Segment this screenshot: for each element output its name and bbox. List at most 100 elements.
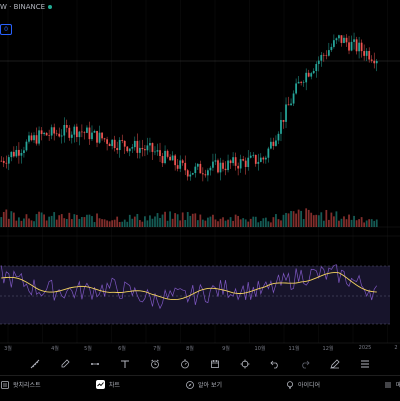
candle-body <box>65 124 68 128</box>
volume-bar <box>340 218 343 227</box>
candle-body <box>38 130 40 144</box>
volume-bar <box>312 215 315 227</box>
candle-body <box>262 157 265 160</box>
volume-bar <box>191 213 194 227</box>
candle-body <box>365 51 368 56</box>
candle-body <box>307 72 310 77</box>
volume-bar <box>325 209 328 227</box>
timer-icon[interactable] <box>178 357 192 371</box>
volume-bar <box>259 220 262 227</box>
volume-bar <box>176 214 179 227</box>
candle-body <box>7 157 10 164</box>
candle-body <box>171 155 174 161</box>
chart-area[interactable]: W · BINANCE 0 <box>0 0 400 345</box>
volume-bar <box>48 216 51 227</box>
candle-body <box>348 42 350 51</box>
volume-bar <box>18 217 20 227</box>
candle-body <box>229 160 232 164</box>
candle-body <box>116 148 119 151</box>
redo-icon[interactable] <box>298 357 312 371</box>
x-tick-label: 4월 <box>51 346 59 352</box>
nav-chart-label: 차트 <box>109 382 121 389</box>
nav-ideas[interactable]: 아이디어 <box>285 380 320 389</box>
volume-bar <box>348 214 350 227</box>
candle-body <box>196 163 199 167</box>
price-chart-canvas[interactable] <box>0 0 400 345</box>
volume-bar <box>287 213 290 227</box>
volume-bar <box>333 216 335 227</box>
indicator-badge[interactable]: 0 <box>0 24 12 35</box>
text-icon[interactable] <box>118 357 132 371</box>
volume-bar <box>317 215 320 227</box>
candle-body <box>320 54 323 61</box>
candle-body <box>201 173 204 175</box>
ruler-icon[interactable] <box>28 357 42 371</box>
candle-body <box>60 135 63 137</box>
symbol-title[interactable]: W · BINANCE <box>0 3 53 11</box>
candle-body <box>287 104 290 106</box>
candle-body <box>247 157 250 167</box>
undo-icon[interactable] <box>268 357 282 371</box>
candle-body <box>355 39 358 52</box>
volume-bar <box>174 213 177 227</box>
nav-chart[interactable]: 차트 <box>96 380 120 389</box>
candle-body <box>5 162 8 164</box>
drawing-list-icon[interactable] <box>358 357 372 371</box>
volume-bar <box>83 217 86 227</box>
candle-body <box>174 155 177 166</box>
x-tick-label: 7월 <box>153 346 161 352</box>
volume-bar <box>12 212 15 227</box>
candle-body <box>138 147 141 153</box>
candle-body <box>191 173 194 175</box>
trend-line-icon[interactable] <box>88 357 102 371</box>
volume-bar <box>88 214 91 227</box>
volume-bar <box>338 220 340 227</box>
candle-body <box>93 130 96 133</box>
nav-explore[interactable]: 알아 보기 <box>185 380 222 389</box>
volume-bar <box>2 211 5 227</box>
volume-bar <box>111 220 114 227</box>
volume-bar <box>295 213 297 227</box>
x-axis: 3월 4월 5월 6월 7월 8월 9월 10월 11월 12월 2025 2 <box>0 344 400 354</box>
volume-bar <box>23 218 25 227</box>
candle-body <box>272 141 275 146</box>
candle-body <box>227 160 229 171</box>
candle-body <box>78 131 81 138</box>
crosshair-icon[interactable] <box>238 357 252 371</box>
volume-bar <box>234 214 237 227</box>
nav-menu[interactable]: 메 <box>383 380 400 389</box>
volume-bar <box>181 212 184 227</box>
volume-bar <box>136 213 139 227</box>
pen-icon[interactable] <box>328 357 342 371</box>
x-tick-label: 10월 <box>254 346 266 352</box>
volume-bar <box>267 221 270 227</box>
volume-bar <box>247 221 250 227</box>
candle-body <box>103 138 106 140</box>
candle-body <box>242 159 245 161</box>
volume-bar <box>15 220 18 227</box>
volume-bar <box>360 217 363 227</box>
x-tick-label: 2 <box>394 345 398 351</box>
volume-bar <box>227 219 229 227</box>
volume-bar <box>186 212 189 227</box>
candlestick-series <box>0 32 378 182</box>
volume-bar <box>65 219 68 227</box>
candle-body <box>368 51 371 60</box>
volume-bar <box>101 219 103 227</box>
candle-body <box>73 126 76 135</box>
nav-watchlist[interactable]: 왓치리스트 <box>0 380 41 389</box>
candle-body <box>194 166 197 174</box>
candle-body <box>295 83 297 94</box>
candle-body <box>23 150 25 153</box>
volume-bar <box>93 222 96 227</box>
volume-bar <box>358 219 360 227</box>
pencil-icon[interactable] <box>58 357 72 371</box>
volume-bar <box>33 221 35 227</box>
volume-bar <box>184 219 187 227</box>
volume-bar <box>113 219 116 227</box>
alert-clock-icon[interactable] <box>148 357 162 371</box>
candle-body <box>2 160 5 163</box>
volume-bar <box>209 216 212 227</box>
volume-bar <box>237 215 240 227</box>
calendar-icon[interactable] <box>208 357 222 371</box>
